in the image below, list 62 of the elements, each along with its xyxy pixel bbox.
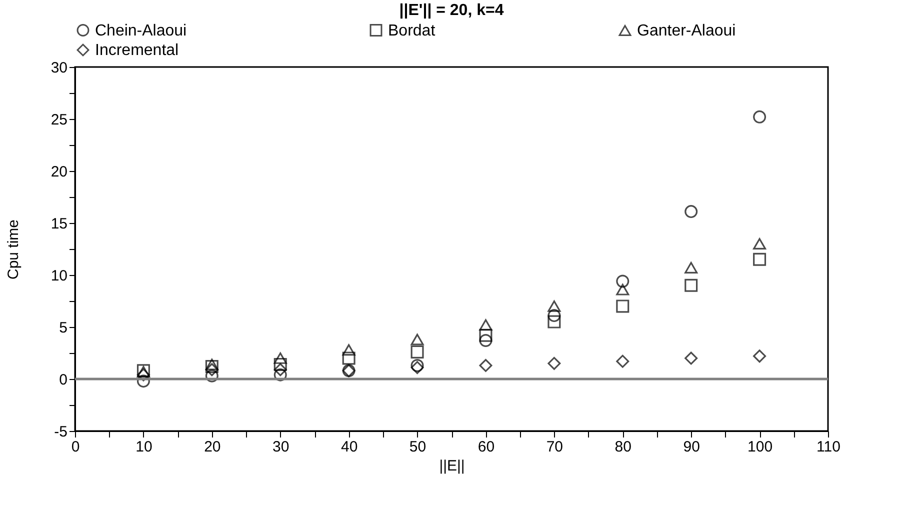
x-tick-label: 90 [683, 438, 700, 456]
x-tick-label: 0 [71, 438, 80, 456]
point [753, 110, 766, 124]
x-tick-label: 20 [204, 438, 221, 456]
x-tick-label: 100 [748, 438, 773, 456]
point [684, 262, 698, 274]
y-axis-title: Cpu time [4, 219, 22, 280]
y-tick-label: 30 [50, 60, 68, 76]
x-axis-title: ||E|| [439, 458, 465, 474]
x-tick-label: 30 [272, 438, 290, 456]
y-tick-label: -5 [54, 424, 68, 440]
point [410, 334, 424, 346]
point [479, 319, 492, 331]
x-tick-label: 40 [340, 438, 358, 456]
point [274, 368, 287, 382]
point [479, 358, 492, 372]
point [342, 352, 356, 365]
x-tick-label: 60 [478, 438, 495, 456]
point [548, 356, 561, 370]
x-tick-label: 70 [546, 438, 564, 456]
point [342, 344, 356, 356]
legend-label: Ganter-Alaoui [637, 22, 736, 40]
legend-label: Chein-Alaoui [95, 22, 187, 40]
y-tick-label: 20 [50, 164, 68, 180]
point [410, 358, 424, 372]
point [753, 350, 766, 363]
point [616, 354, 630, 368]
point [548, 309, 561, 322]
point [548, 315, 561, 328]
point [548, 300, 561, 312]
point [410, 361, 424, 374]
point [136, 374, 150, 388]
y-tick-label: 5 [59, 320, 68, 336]
point [205, 360, 218, 374]
y-tick-label: 10 [50, 268, 68, 284]
point [684, 278, 698, 292]
y-tick-label: 0 [59, 372, 68, 388]
x-tick-label: 10 [136, 438, 152, 456]
point [205, 358, 218, 370]
point [274, 352, 287, 364]
chart-title: ||E'|| = 20, k=4 [399, 2, 504, 19]
x-tick-label: 80 [614, 438, 632, 456]
y-tick-label: 15 [50, 216, 68, 232]
point [753, 238, 766, 250]
point [205, 369, 218, 382]
point [684, 352, 698, 365]
legend-label: Bordat [388, 22, 436, 40]
x-tick-label: 110 [816, 438, 840, 456]
x-tick-label: 50 [409, 438, 426, 456]
point [274, 358, 287, 371]
point [616, 274, 630, 288]
point [410, 345, 424, 358]
point [684, 205, 698, 218]
point [479, 328, 492, 342]
point [616, 284, 630, 296]
point [205, 363, 218, 376]
point [274, 363, 287, 376]
y-tick-label: 25 [50, 112, 68, 128]
point [616, 300, 630, 313]
legend-label: Incremental [95, 42, 179, 59]
point [753, 252, 766, 266]
point [479, 334, 492, 348]
